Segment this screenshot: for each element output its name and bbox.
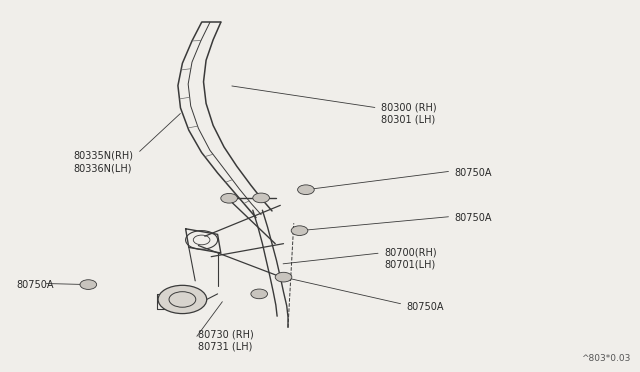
Circle shape — [158, 285, 207, 314]
Circle shape — [80, 280, 97, 289]
Text: 80750A: 80750A — [16, 280, 54, 289]
Text: 80750A: 80750A — [454, 168, 492, 178]
Text: 80700(RH)
80701(LH): 80700(RH) 80701(LH) — [384, 247, 436, 270]
Circle shape — [221, 193, 237, 203]
Text: 80750A: 80750A — [454, 213, 492, 222]
Text: 80300 (RH)
80301 (LH): 80300 (RH) 80301 (LH) — [381, 102, 436, 125]
Text: ^803*0.03: ^803*0.03 — [581, 354, 630, 363]
Circle shape — [291, 226, 308, 235]
Text: 80335N(RH)
80336N(LH): 80335N(RH) 80336N(LH) — [74, 151, 134, 173]
Text: 80730 (RH)
80731 (LH): 80730 (RH) 80731 (LH) — [198, 329, 254, 352]
Circle shape — [251, 289, 268, 299]
Circle shape — [275, 272, 292, 282]
Text: 80750A: 80750A — [406, 302, 444, 312]
Circle shape — [253, 193, 269, 203]
Circle shape — [298, 185, 314, 195]
